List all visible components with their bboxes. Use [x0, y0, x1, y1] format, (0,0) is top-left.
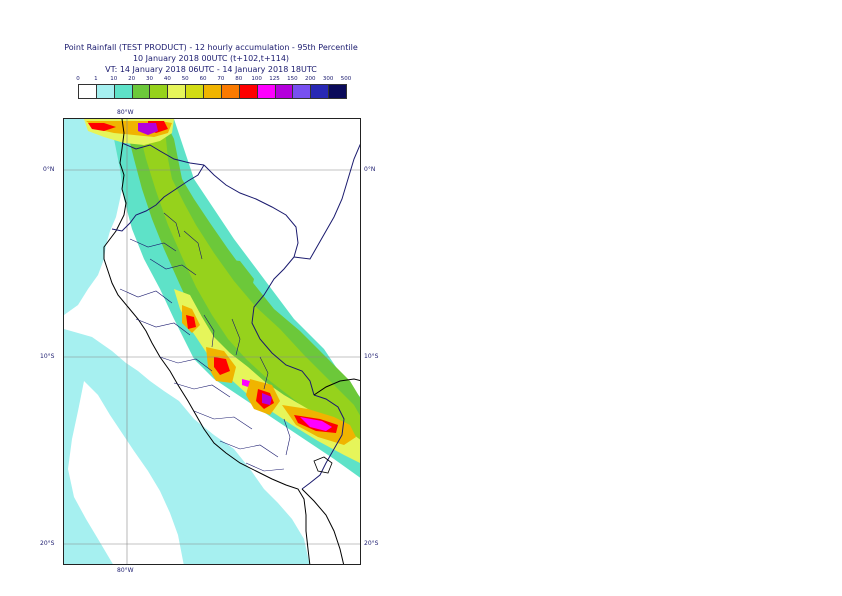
legend-color-box	[328, 84, 347, 99]
rainfall-area-magenta-south	[262, 393, 272, 405]
lake-titicaca	[313, 456, 333, 474]
rainfall-area-magenta-north	[138, 123, 158, 135]
country-border-ecuador-colombia	[121, 142, 205, 166]
legend-threshold-label: 20	[128, 76, 136, 82]
legend-threshold-label: 100	[251, 76, 262, 82]
title-line-1: Point Rainfall (TEST PRODUCT) - 12 hourl…	[64, 43, 358, 52]
ocean-rain-patch	[64, 119, 126, 315]
rainfall-area-red	[186, 315, 196, 329]
lat-label-10-left: 10°S	[40, 353, 55, 360]
rainfall-area-red-north	[88, 123, 116, 131]
legend-threshold-label: 60	[199, 76, 207, 82]
rainfall-map	[64, 119, 360, 564]
legend-threshold-label: 10	[110, 76, 118, 82]
rainfall-area-magenta-central	[242, 379, 250, 387]
rainfall-area-light	[64, 119, 360, 564]
legend-color-box	[131, 84, 151, 99]
legend-color-box	[149, 84, 169, 99]
lat-label-0-left: 0°N	[43, 166, 55, 173]
legend-threshold-label: 1	[94, 76, 98, 82]
rainfall-area-red-central	[214, 357, 230, 375]
lon-label-top: 80°W	[117, 109, 134, 116]
country-border-brazil-bolivia	[313, 378, 360, 396]
legend-color-box	[220, 84, 240, 99]
legend-color-box	[274, 84, 294, 99]
legend-threshold-label: 30	[145, 76, 153, 82]
map-frame	[63, 118, 361, 565]
legend-threshold-label: 40	[163, 76, 171, 82]
lat-label-0-right: 0°N	[364, 166, 376, 173]
legend-threshold-label: 300	[322, 76, 334, 82]
legend-threshold-label: 50	[181, 76, 189, 82]
coastline	[103, 119, 311, 564]
legend-threshold-label: 80	[235, 76, 243, 82]
title-line-3: VT: 14 January 2018 06UTC - 14 January 2…	[105, 65, 317, 74]
legend-color-box	[95, 84, 115, 99]
legend-color-box	[167, 84, 187, 99]
legend-threshold-label: 70	[217, 76, 225, 82]
country-border-peru-brazil	[251, 256, 315, 396]
legend-color-box	[310, 84, 330, 99]
lat-label-20-left: 20°S	[40, 540, 55, 547]
rainfall-area-yellow-green	[136, 119, 360, 448]
legend-color-box	[292, 84, 312, 99]
country-border-peru-bolivia	[301, 394, 345, 490]
region-borders	[119, 212, 291, 472]
lat-label-10-right: 10°S	[364, 353, 379, 360]
legend-threshold-label: 500	[340, 76, 352, 82]
legend-threshold-label: 0	[76, 76, 80, 82]
legend-color-box	[113, 84, 133, 99]
title-line-2: 10 January 2018 00UTC (t+102,t+114)	[132, 54, 290, 63]
lat-label-20-right: 20°S	[364, 540, 379, 547]
legend-threshold-label: 125	[269, 76, 280, 82]
legend-threshold-label: 150	[287, 76, 298, 82]
legend-color-box	[238, 84, 258, 99]
rainfall-area-magenta-southeast	[300, 417, 332, 431]
legend-color-box	[78, 84, 97, 99]
legend-color-box	[203, 84, 222, 99]
lon-label-bottom: 80°W	[117, 567, 134, 574]
country-border-ecuador-peru	[111, 164, 205, 232]
country-border-brazil-colombia	[293, 143, 360, 260]
legend-color-box	[256, 84, 276, 99]
country-border-chile-bolivia	[301, 488, 345, 564]
legend-threshold-label: 200	[305, 76, 316, 82]
country-border-peru-colombia	[203, 164, 299, 258]
legend-color-box	[185, 84, 205, 99]
ocean-white-south	[68, 381, 184, 564]
